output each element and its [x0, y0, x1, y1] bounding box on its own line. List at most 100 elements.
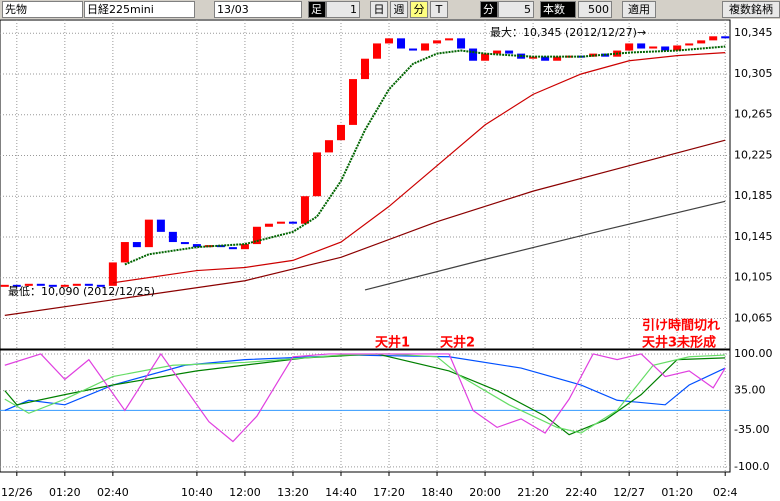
button[interactable]: 適用: [622, 1, 656, 18]
series-line: [364, 200, 726, 291]
x-tick-label: 18:40: [421, 486, 453, 499]
candle: [132, 242, 141, 248]
y-tick-label: 35.00: [734, 384, 766, 397]
series-line: [4, 352, 726, 443]
select[interactable]: 日経225mini: [84, 1, 195, 18]
candle: [361, 58, 369, 80]
candle: [24, 283, 33, 286]
candle: [324, 140, 333, 153]
button[interactable]: 複数銘柄: [722, 1, 780, 18]
candle: [228, 247, 237, 250]
x-tick-label: 12:00: [229, 486, 261, 499]
candle: [445, 38, 454, 41]
candle: [481, 53, 490, 61]
candle: [36, 283, 45, 286]
candle: [300, 196, 309, 224]
y-tick-label: 10,065: [734, 311, 773, 324]
button[interactable]: 分: [410, 1, 428, 18]
candle: [336, 124, 345, 141]
candle: [721, 36, 730, 39]
candle: [469, 48, 478, 61]
input[interactable]: 500: [578, 1, 612, 18]
candle: [553, 56, 562, 61]
candle: [276, 221, 285, 224]
y-tick-label: 10,185: [734, 189, 773, 202]
candle: [541, 56, 550, 61]
candle: [264, 223, 273, 227]
candle: [348, 79, 357, 125]
candle: [12, 284, 21, 287]
candle: [204, 245, 213, 248]
candle: [649, 46, 658, 49]
candle: [240, 244, 249, 250]
annotation: 最大：10,345 (2012/12/27)→: [490, 25, 646, 39]
x-tick-label: 17:20: [373, 486, 405, 499]
candle: [60, 284, 69, 287]
x-tick-label: 20:00: [469, 486, 501, 499]
x-tick-label: 21:20: [517, 486, 549, 499]
candle: [409, 48, 418, 51]
candle: [685, 43, 694, 46]
series-line: [4, 139, 726, 316]
button[interactable]: 週: [390, 1, 408, 18]
candle: [192, 244, 201, 248]
candle: [180, 242, 189, 245]
candle: [697, 40, 706, 44]
x-tick-label: 10:40: [181, 486, 213, 499]
input[interactable]: 5: [498, 1, 534, 18]
candle: [72, 283, 81, 286]
x-tick-label: 12/26: [1, 486, 33, 499]
candle: [433, 40, 442, 44]
candle: [48, 284, 57, 287]
label: 分: [480, 1, 498, 18]
candle: [120, 242, 129, 263]
candle: [661, 46, 670, 51]
y-tick-label: 10,145: [734, 230, 773, 243]
y-tick-label: -100.0: [734, 460, 769, 473]
y-tick-label: 10,105: [734, 271, 773, 284]
button[interactable]: 日: [370, 1, 388, 18]
label: 足: [308, 1, 326, 18]
select[interactable]: 13/03: [214, 1, 302, 18]
y-tick-label: 10,265: [734, 108, 773, 121]
annotation: 引け時間切れ: [642, 318, 720, 334]
candle: [637, 43, 646, 49]
x-tick-label: 13:20: [277, 486, 309, 499]
candle: [493, 50, 502, 54]
candle: [673, 45, 682, 51]
annotation: 天井2: [440, 335, 475, 351]
button[interactable]: T: [430, 1, 448, 18]
candle: [252, 226, 261, 245]
x-tick-label: 12/27: [613, 486, 645, 499]
candle: [288, 221, 297, 224]
candle: [625, 43, 634, 51]
annotation: 天井3未形成: [642, 335, 716, 351]
series-line: [4, 353, 726, 434]
candle: [0, 284, 9, 287]
candle: [457, 38, 466, 49]
input[interactable]: 1: [326, 1, 360, 18]
series-line: [112, 51, 726, 284]
candle: [421, 43, 430, 51]
annotation: 最低：10,090 (2012/12/25): [8, 285, 155, 298]
y-tick-label: 10,345: [734, 26, 773, 39]
candle: [156, 219, 165, 232]
candle: [216, 245, 225, 248]
select[interactable]: 先物: [2, 1, 83, 18]
candle: [84, 283, 93, 286]
x-tick-label: 01:20: [661, 486, 693, 499]
candle: [529, 56, 538, 59]
candle: [397, 38, 406, 49]
x-tick-label: 14:40: [325, 486, 357, 499]
x-tick-label: 02:40: [97, 486, 129, 499]
x-tick-label: 01:20: [49, 486, 81, 499]
candle: [96, 284, 105, 287]
candle: [709, 36, 718, 41]
candle: [108, 262, 117, 286]
y-tick-label: -35.00: [734, 423, 769, 436]
x-tick-label: 22:40: [565, 486, 597, 499]
candle: [385, 38, 394, 44]
candle: [373, 43, 382, 59]
candle: [144, 219, 153, 248]
series-line: [124, 45, 726, 266]
